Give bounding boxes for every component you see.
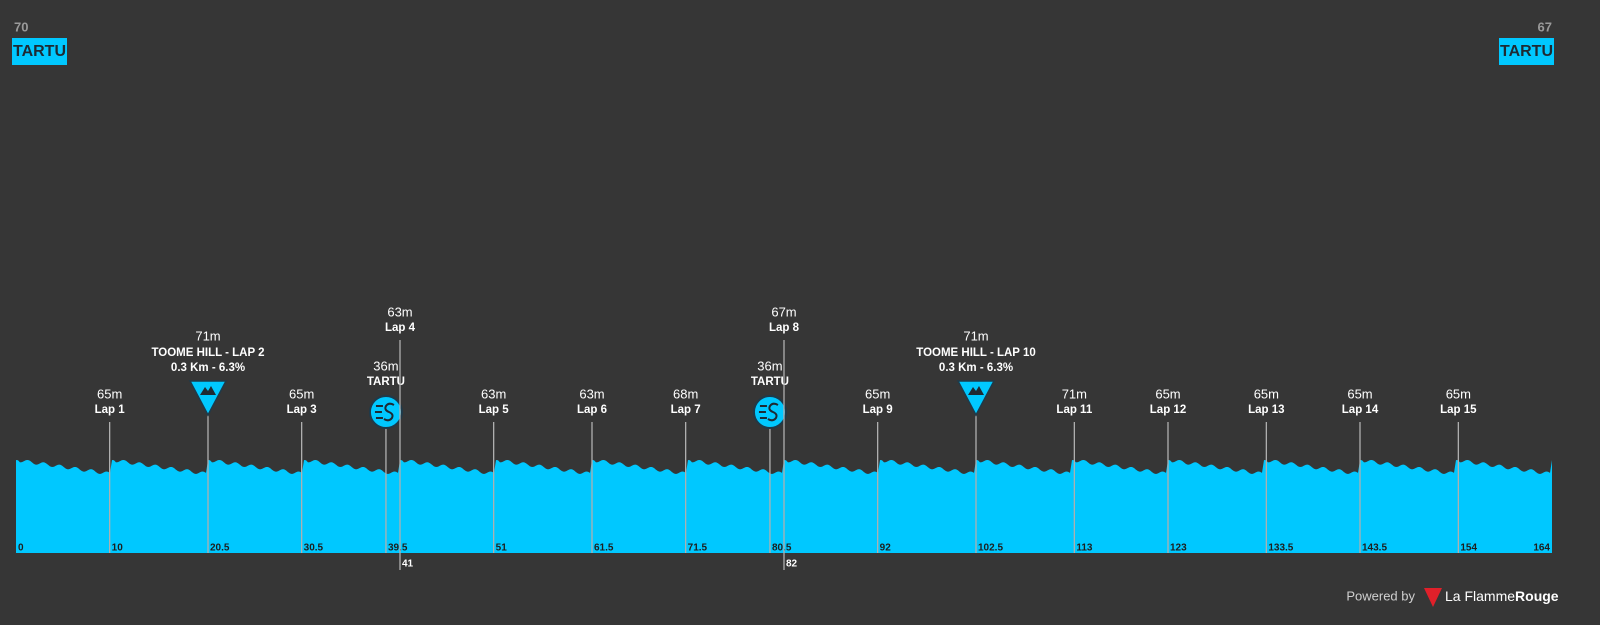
km-label: 102.5 — [978, 543, 1003, 554]
altitude: 63m — [579, 386, 604, 401]
km-label: 61.5 — [594, 543, 614, 554]
km-label: 82 — [786, 559, 798, 570]
km-label: 123 — [1170, 543, 1187, 554]
finish-box — [1499, 38, 1554, 65]
altitude: 71m — [195, 328, 220, 343]
altitude: 67m — [771, 304, 796, 319]
brand: La FlammeRouge — [1445, 588, 1559, 604]
altitude: 65m — [1446, 386, 1471, 401]
km-label: 41 — [402, 559, 414, 570]
kom-icon — [956, 380, 996, 417]
altitude: 63m — [481, 386, 506, 401]
climb-name: TOOME HILL - LAP 10 — [916, 347, 1036, 359]
altitude: 36m — [373, 358, 398, 373]
lap-label: Lap 7 — [671, 404, 701, 416]
lap-label: Lap 14 — [1342, 404, 1379, 416]
altitude: 65m — [97, 386, 122, 401]
km-label: 92 — [880, 543, 892, 554]
km-label: 164 — [1533, 543, 1550, 554]
altitude: 65m — [865, 386, 890, 401]
lap-label: Lap 6 — [577, 404, 607, 416]
profile-layer: 0 164 65m Lap 1 10 71m TOOME HILL - LAP 2 0.3 K… — [16, 304, 1552, 570]
km-label: 20.5 — [210, 543, 230, 554]
km-label: 71.5 — [688, 543, 708, 554]
sprint-label: TARTU — [367, 376, 405, 388]
altitude: 65m — [1155, 386, 1180, 401]
km-label: 51 — [496, 543, 508, 554]
lap-label: Lap 15 — [1440, 404, 1477, 416]
logo-icon — [1424, 588, 1442, 607]
kom-icon — [188, 380, 228, 417]
sprint-glyph — [374, 402, 395, 422]
kom-mountain — [968, 386, 984, 395]
km-label: 154 — [1460, 543, 1477, 554]
powered-by: Powered by — [1346, 588, 1415, 603]
lap-label: Lap 12 — [1150, 404, 1186, 416]
lap-label: Lap 4 — [385, 322, 416, 334]
lap-label: Lap 1 — [95, 404, 126, 416]
altitude: 63m — [387, 304, 412, 319]
start-altitude: 70 — [14, 19, 28, 34]
km-label: 39.5 — [388, 543, 408, 554]
sprint-icon — [752, 395, 787, 429]
sprint-glyph — [758, 402, 779, 422]
climb-detail: 0.3 Km - 6.3% — [939, 362, 1013, 374]
altitude: 65m — [1347, 386, 1372, 401]
km-label: 80.5 — [772, 543, 792, 554]
start-name: TARTU — [13, 43, 66, 60]
lap-label: Lap 5 — [479, 404, 510, 416]
km-label: 113 — [1076, 543, 1093, 554]
km-label: 10 — [112, 543, 124, 554]
sprint-label: TARTU — [751, 376, 789, 388]
km-label: 0 — [18, 543, 24, 554]
brand-b: Rouge — [1515, 588, 1559, 604]
sprint-icon — [368, 395, 403, 429]
altitude: 71m — [1062, 386, 1087, 401]
lap-label: Lap 3 — [287, 404, 317, 416]
finish-altitude: 67 — [1538, 19, 1552, 34]
altitude: 68m — [673, 386, 698, 401]
altitude: 71m — [963, 328, 988, 343]
finish-name: TARTU — [1500, 43, 1553, 60]
lap-label: Lap 8 — [769, 322, 800, 334]
km-label: 143.5 — [1362, 543, 1387, 554]
brand-a: La Flamme — [1445, 588, 1515, 604]
km-label: 30.5 — [304, 543, 324, 554]
start-box — [12, 38, 67, 65]
altitude: 65m — [1254, 386, 1279, 401]
altitude: 65m — [289, 386, 314, 401]
lap-label: Lap 11 — [1056, 404, 1092, 416]
lap-label: Lap 13 — [1248, 404, 1284, 416]
km-label: 133.5 — [1268, 543, 1293, 554]
lap-label: Lap 9 — [863, 404, 893, 416]
climb-name: TOOME HILL - LAP 2 — [151, 347, 264, 359]
altitude: 36m — [757, 358, 782, 373]
kom-mountain — [200, 386, 216, 395]
climb-detail: 0.3 Km - 6.3% — [171, 362, 245, 374]
